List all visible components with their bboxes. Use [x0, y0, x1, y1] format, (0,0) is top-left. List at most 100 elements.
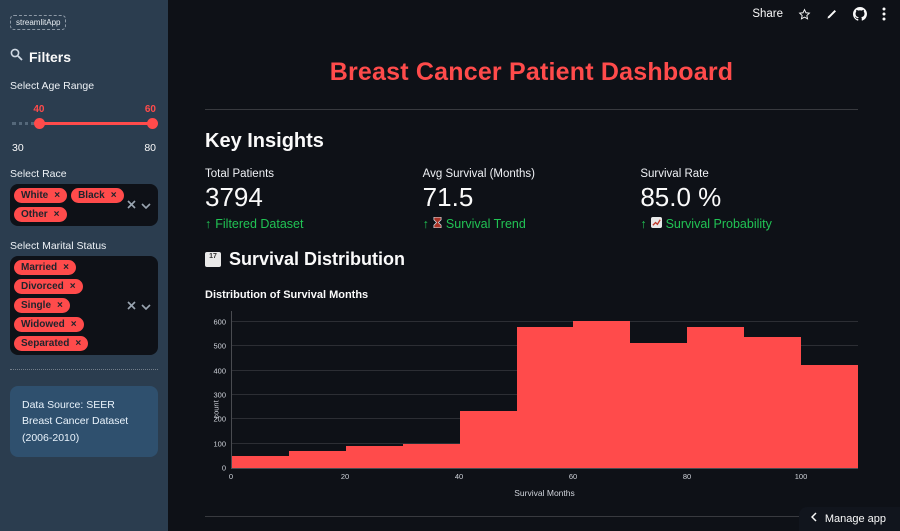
metric-total-patients: Total Patients 3794 ↑ Filtered Dataset: [205, 168, 423, 231]
manage-app-label: Manage app: [824, 512, 886, 525]
histogram-bar[interactable]: [801, 364, 858, 468]
age-range-label: Select Age Range: [10, 80, 95, 92]
chart-increasing-icon: [650, 217, 662, 231]
tag-close-icon[interactable]: ×: [69, 281, 76, 292]
x-tick-label: 40: [454, 472, 464, 481]
sidebar-divider: [10, 369, 158, 370]
y-tick-label: 400: [213, 366, 226, 376]
slider-max-label: 80: [144, 142, 156, 154]
hourglass-icon: [433, 216, 442, 231]
metric-avg-survival: Avg Survival (Months) 71.5 ↑ Survival Tr…: [423, 168, 641, 231]
slider-active-range[interactable]: [39, 122, 154, 125]
tag-label: Single: [21, 300, 52, 311]
histogram-bar[interactable]: [345, 446, 403, 468]
metrics-row: Total Patients 3794 ↑ Filtered Dataset A…: [205, 168, 858, 231]
marital-tag-list: Married × Divorced × Single × Widowed × Separate…: [14, 260, 124, 351]
metric-value: 3794: [205, 182, 263, 212]
histogram-bar[interactable]: [744, 337, 802, 468]
tag-close-icon[interactable]: ×: [54, 190, 61, 201]
x-tick-label: 80: [682, 472, 692, 481]
github-icon[interactable]: [853, 7, 867, 21]
histogram-bar[interactable]: [573, 320, 631, 468]
race-multiselect[interactable]: White × Black × Other ×: [10, 184, 158, 226]
data-source-info-box: Data Source: SEER Breast Cancer Dataset …: [10, 386, 158, 457]
multiselect-tag[interactable]: Divorced ×: [14, 279, 83, 294]
up-arrow-icon: ↑: [640, 217, 647, 231]
histogram-title: Distribution of Survival Months: [205, 289, 369, 301]
tag-close-icon[interactable]: ×: [53, 209, 60, 220]
star-icon[interactable]: [798, 8, 811, 21]
streamlit-app-badge[interactable]: streamlitApp: [10, 15, 67, 30]
slider-high-value: 60: [144, 104, 156, 115]
slider-min-label: 30: [12, 142, 24, 154]
sidebar: streamlitApp Filters Select Age Range 40…: [0, 0, 168, 531]
tag-label: Black: [78, 190, 105, 201]
y-tick-label: 600: [213, 317, 226, 327]
age-range-slider[interactable]: 40 60: [12, 104, 159, 140]
metric-label: Survival Rate: [640, 168, 709, 180]
tag-close-icon[interactable]: ×: [70, 319, 77, 330]
tag-label: Widowed: [21, 319, 65, 330]
race-label: Select Race: [10, 168, 67, 180]
gridline: [232, 320, 858, 322]
survival-histogram[interactable]: count 0 100 200 300 400 500 600 0 20 40 60 80 100 S…: [205, 311, 858, 498]
multiselect-tag[interactable]: Married ×: [14, 260, 76, 275]
histogram-bar[interactable]: [402, 444, 460, 468]
multiselect-tag[interactable]: Other ×: [14, 207, 67, 222]
y-tick-label: 100: [213, 439, 226, 449]
multiselect-tag[interactable]: Widowed ×: [14, 317, 84, 332]
y-tick-label: 300: [213, 390, 226, 400]
page-title: Breast Cancer Patient Dashboard: [329, 58, 734, 86]
histogram-bar[interactable]: [459, 410, 517, 468]
x-tick-label: 100: [794, 472, 808, 481]
x-tick-label: 0: [228, 472, 234, 481]
x-tick-label: 60: [568, 472, 578, 481]
pencil-icon[interactable]: [826, 8, 838, 20]
tag-label: Married: [21, 262, 58, 273]
app-toolbar: Share: [752, 7, 886, 21]
slider-thumb-high[interactable]: [147, 118, 159, 129]
manage-app-button[interactable]: Manage app: [798, 507, 900, 531]
histogram-plot-area[interactable]: 0 100 200 300 400 500 600: [213, 311, 858, 473]
histogram-bar[interactable]: [288, 450, 346, 468]
metric-label: Total Patients: [205, 168, 275, 180]
x-axis-label: Survival Months: [514, 488, 575, 498]
metric-delta: Survival Trend: [445, 217, 526, 231]
metric-value: 71.5: [422, 182, 474, 212]
clear-all-icon[interactable]: [127, 297, 136, 315]
tag-close-icon[interactable]: ×: [75, 338, 82, 349]
slider-low-value: 40: [33, 104, 45, 115]
slider-thumb-low[interactable]: [34, 118, 46, 129]
histogram-bar[interactable]: [516, 327, 574, 468]
share-button[interactable]: Share: [752, 8, 783, 20]
histogram-bar[interactable]: [232, 455, 289, 468]
tag-close-icon[interactable]: ×: [63, 262, 69, 273]
survival-section-title: Survival Distribution: [229, 249, 406, 269]
histogram-bar[interactable]: [687, 326, 745, 468]
multiselect-tag[interactable]: Single ×: [14, 298, 70, 313]
chevron-down-icon[interactable]: [141, 297, 151, 315]
title-divider: [205, 109, 858, 110]
magnifier-icon: [10, 48, 23, 66]
y-tick-label: 0: [221, 463, 226, 473]
multiselect-tag[interactable]: Separated ×: [14, 336, 89, 351]
x-tick-label: 20: [340, 472, 350, 481]
multiselect-tag[interactable]: White ×: [14, 188, 68, 203]
marital-status-label: Select Marital Status: [10, 240, 107, 252]
metric-delta: Filtered Dataset: [215, 217, 304, 231]
clear-all-icon[interactable]: [127, 196, 136, 214]
kebab-menu-icon[interactable]: [882, 7, 886, 21]
filters-title: Filters: [29, 49, 72, 65]
metric-delta: Survival Probability: [665, 217, 772, 231]
tag-close-icon[interactable]: ×: [57, 300, 63, 311]
chevron-left-icon: [810, 512, 817, 525]
metric-label: Avg Survival (Months): [422, 168, 535, 180]
chevron-down-icon[interactable]: [141, 196, 151, 214]
histogram-bar[interactable]: [630, 342, 688, 468]
marital-status-multiselect[interactable]: Married × Divorced × Single × Widowed × Separate…: [10, 256, 158, 355]
tag-label: Other: [21, 209, 48, 220]
tag-close-icon[interactable]: ×: [110, 190, 117, 201]
multiselect-tag[interactable]: Black ×: [71, 188, 124, 203]
section-divider: [205, 516, 858, 517]
